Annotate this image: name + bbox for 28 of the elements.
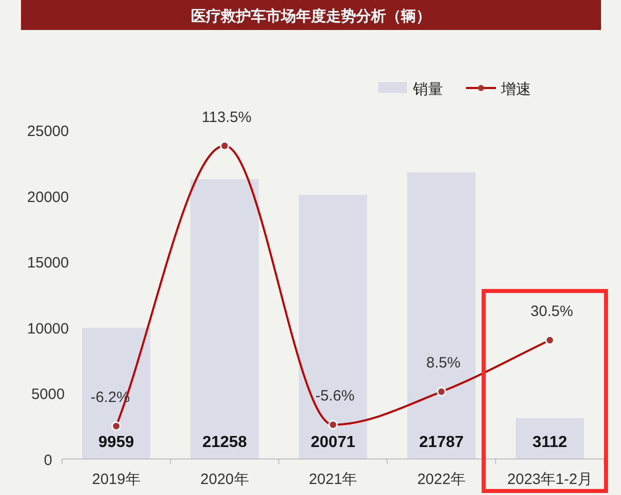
y-tick-label: 25000 <box>27 123 69 140</box>
data-label: 21258 <box>202 434 247 451</box>
y-tick-label: 0 <box>44 452 52 469</box>
y-tick-label: 15000 <box>27 254 69 272</box>
y-tick-label: 20000 <box>27 188 69 206</box>
legend-label: 增速 <box>500 81 531 98</box>
data-label: 21787 <box>419 434 464 451</box>
y-tick-label: 10000 <box>27 320 69 338</box>
bar <box>82 328 150 459</box>
x-tick-label: 2019年 <box>92 471 140 488</box>
x-tick-label: 2022年 <box>417 471 466 488</box>
x-tick-label: 2021年 <box>308 471 358 488</box>
x-tick-label: 2020年 <box>200 471 249 488</box>
data-label: 20071 <box>310 434 356 451</box>
bar <box>190 179 259 459</box>
data-label: 9959 <box>98 434 134 451</box>
chart-title: 医疗救护车市场年度走势分析（辆） <box>191 7 431 25</box>
data-label: 8.5% <box>426 354 460 372</box>
bar <box>516 418 584 459</box>
x-tick-label: 2023年1-2月 <box>507 471 592 488</box>
y-tick-label: 5000 <box>31 386 65 404</box>
data-label: 3112 <box>532 434 568 451</box>
bar <box>407 172 476 459</box>
data-label: 113.5% <box>202 108 252 126</box>
data-label: 30.5% <box>530 303 574 320</box>
bar <box>298 194 368 459</box>
data-label: -5.6% <box>315 388 355 405</box>
legend-label: 销量 <box>412 81 443 98</box>
